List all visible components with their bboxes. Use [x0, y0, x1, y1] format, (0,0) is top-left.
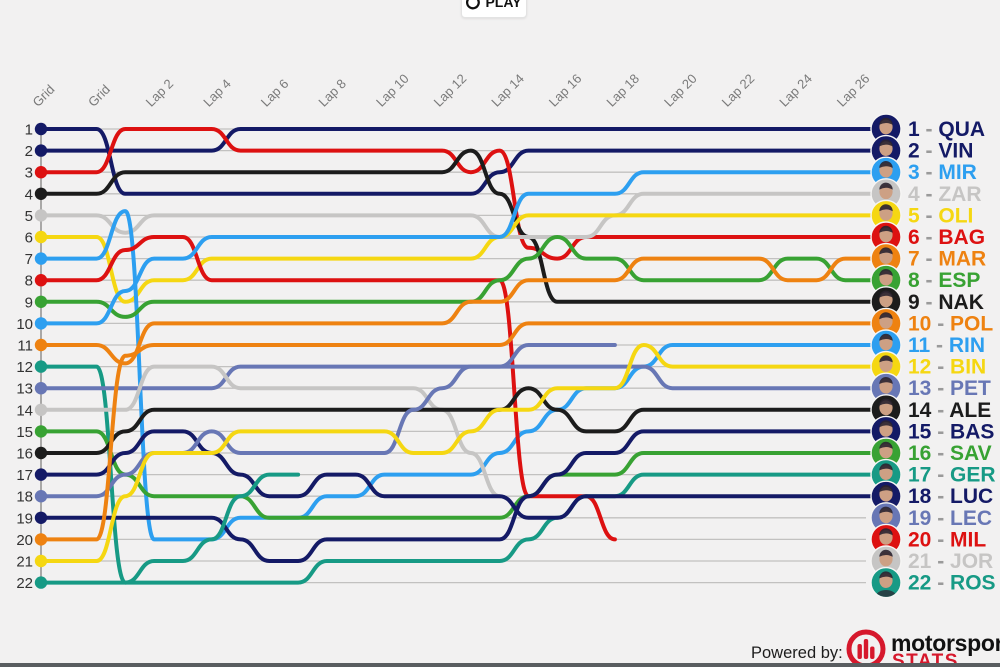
svg-text:21 - JOR: 21 - JOR [908, 550, 993, 573]
svg-text:21: 21 [16, 554, 33, 571]
svg-text:Lap 14: Lap 14 [488, 71, 527, 110]
svg-text:1: 1 [25, 122, 33, 139]
svg-text:12: 12 [16, 359, 33, 376]
svg-text:5: 5 [25, 208, 33, 225]
svg-text:19: 19 [16, 510, 33, 527]
svg-text:12 - BIN: 12 - BIN [908, 356, 986, 379]
svg-text:Lap 2: Lap 2 [143, 76, 177, 110]
svg-text:9 - NAK: 9 - NAK [908, 291, 984, 314]
svg-text:11 - RIN: 11 - RIN [908, 334, 985, 357]
svg-text:8: 8 [25, 273, 33, 290]
svg-text:Lap 6: Lap 6 [258, 76, 292, 110]
svg-text:19 - LEC: 19 - LEC [908, 507, 992, 530]
svg-text:13 - PET: 13 - PET [908, 377, 991, 400]
svg-text:4: 4 [25, 186, 33, 203]
svg-text:Lap 10: Lap 10 [373, 71, 412, 110]
svg-text:1 - QUA: 1 - QUA [908, 118, 985, 141]
svg-text:16: 16 [16, 446, 33, 463]
svg-text:Lap 4: Lap 4 [200, 76, 234, 110]
svg-text:2 - VIN: 2 - VIN [908, 140, 973, 163]
svg-text:Lap 20: Lap 20 [661, 71, 700, 110]
svg-text:22: 22 [16, 575, 33, 592]
svg-text:8 - ESP: 8 - ESP [908, 269, 980, 292]
svg-text:20: 20 [16, 532, 33, 549]
svg-text:14: 14 [16, 402, 33, 419]
svg-text:Grid: Grid [85, 82, 113, 110]
svg-text:Lap 16: Lap 16 [546, 71, 585, 110]
svg-text:15 - BAS: 15 - BAS [908, 420, 994, 443]
svg-text:18: 18 [16, 489, 33, 506]
svg-text:Lap 18: Lap 18 [603, 71, 642, 110]
svg-text:15: 15 [16, 424, 33, 441]
svg-text:5 - OLI: 5 - OLI [908, 204, 973, 227]
svg-text:17 - GER: 17 - GER [908, 464, 996, 487]
svg-text:17: 17 [16, 467, 33, 484]
svg-text:Lap 24: Lap 24 [776, 71, 815, 110]
svg-text:14 - ALE: 14 - ALE [908, 399, 991, 422]
svg-text:10: 10 [16, 316, 33, 333]
svg-text:7 - MAR: 7 - MAR [908, 248, 986, 271]
svg-text:20 - MIL: 20 - MIL [908, 528, 986, 551]
svg-text:10 - POL: 10 - POL [908, 312, 993, 335]
svg-text:18 - LUC: 18 - LUC [908, 485, 993, 508]
svg-text:Lap 26: Lap 26 [834, 71, 873, 110]
svg-text:Grid: Grid [30, 82, 58, 110]
svg-text:3: 3 [25, 165, 33, 182]
svg-text:22 - ROS: 22 - ROS [908, 572, 996, 595]
svg-text:16 - SAV: 16 - SAV [908, 442, 992, 465]
svg-text:2: 2 [25, 143, 33, 160]
svg-text:Lap 8: Lap 8 [315, 76, 349, 110]
svg-text:6 - BAG: 6 - BAG [908, 226, 985, 249]
svg-text:7: 7 [25, 251, 33, 268]
svg-text:Lap 12: Lap 12 [431, 71, 470, 110]
svg-text:6: 6 [25, 230, 33, 247]
svg-text:3 - MIR: 3 - MIR [908, 161, 977, 184]
svg-text:11: 11 [17, 338, 33, 355]
svg-text:9: 9 [25, 294, 33, 311]
svg-text:Lap 22: Lap 22 [719, 71, 758, 110]
svg-text:13: 13 [16, 381, 33, 398]
svg-text:4 - ZAR: 4 - ZAR [908, 183, 982, 206]
